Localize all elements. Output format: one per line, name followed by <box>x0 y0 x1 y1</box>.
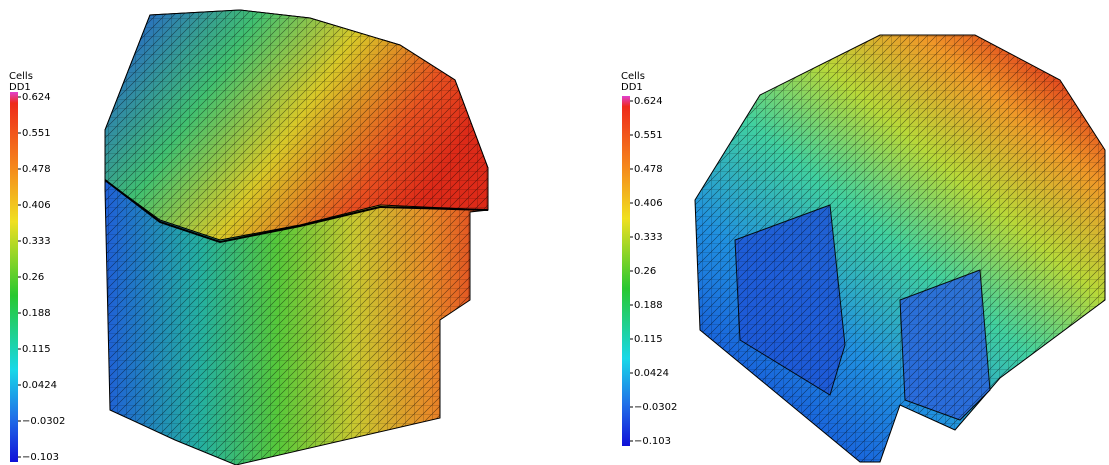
tick-label: 0.333 <box>22 236 51 247</box>
tick-label: 0.551 <box>22 128 51 139</box>
mesh-lines <box>695 35 1105 462</box>
colorbar <box>10 92 18 462</box>
tick-label: 0.478 <box>22 164 51 175</box>
tick-label: 0.26 <box>634 266 656 277</box>
tick-label: 0.333 <box>634 232 663 243</box>
page: CellsDD10.6240.5510.4780.4060.3330.260.1… <box>0 0 1109 465</box>
tick-label: 0.551 <box>634 130 663 141</box>
tick-label: 0.478 <box>634 164 663 175</box>
tick-label: −0.103 <box>634 436 671 447</box>
tick-label: −0.103 <box>22 452 59 463</box>
tick-label: 0.0424 <box>22 380 57 391</box>
tick-label: 0.0424 <box>634 368 669 379</box>
tick-label: −0.0302 <box>22 416 65 427</box>
colorbar-variable: DD1 <box>621 82 643 93</box>
tick-label: 0.115 <box>634 334 663 345</box>
left-model <box>105 10 488 465</box>
colorbar-title: Cells <box>621 71 645 82</box>
tick-label: 0.115 <box>22 344 51 355</box>
colorbar <box>622 96 630 446</box>
tick-label: 0.624 <box>22 92 51 103</box>
viewport: CellsDD10.6240.5510.4780.4060.3330.260.1… <box>0 0 1109 465</box>
colorbar-title: Cells <box>9 71 33 82</box>
mesh-lines <box>105 10 488 465</box>
tick-label: 0.624 <box>634 96 663 107</box>
tick-label: 0.406 <box>22 200 51 211</box>
tick-label: 0.188 <box>22 308 51 319</box>
tick-label: 0.26 <box>22 272 44 283</box>
tick-label: 0.188 <box>634 300 663 311</box>
tick-label: 0.406 <box>634 198 663 209</box>
right-model <box>695 35 1105 462</box>
tick-label: −0.0302 <box>634 402 677 413</box>
